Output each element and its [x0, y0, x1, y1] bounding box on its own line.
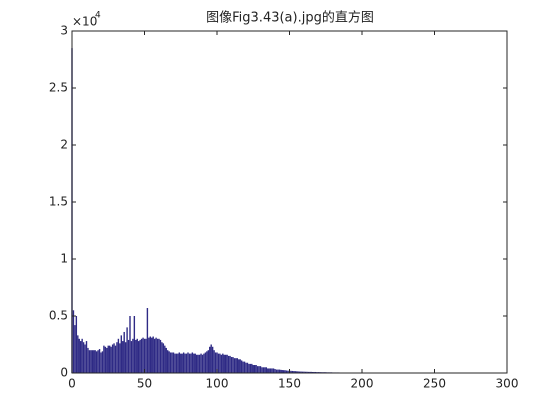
y-scale-exponent: 4 [95, 11, 101, 21]
y-tick-label: 0.5 [49, 309, 68, 323]
y-tick-label: 2.5 [49, 81, 68, 95]
x-tick-label: 150 [278, 377, 301, 391]
y-tick-label: 1 [60, 252, 68, 266]
chart-title: 图像Fig3.43(a).jpg的直方图 [206, 10, 374, 26]
y-tick-label: 3 [60, 24, 68, 38]
y-tick-label: 1.5 [49, 195, 68, 209]
y-tick-label: 2 [60, 138, 68, 152]
y-scale-base: ×10 [72, 15, 97, 29]
x-tick-label: 300 [496, 377, 519, 391]
x-tick-label: 0 [68, 377, 76, 391]
x-tick-label: 100 [206, 377, 229, 391]
x-tick-label: 200 [351, 377, 374, 391]
y-tick-label: 0 [60, 366, 68, 380]
x-tick-label: 50 [137, 377, 152, 391]
x-tick-label: 250 [423, 377, 446, 391]
